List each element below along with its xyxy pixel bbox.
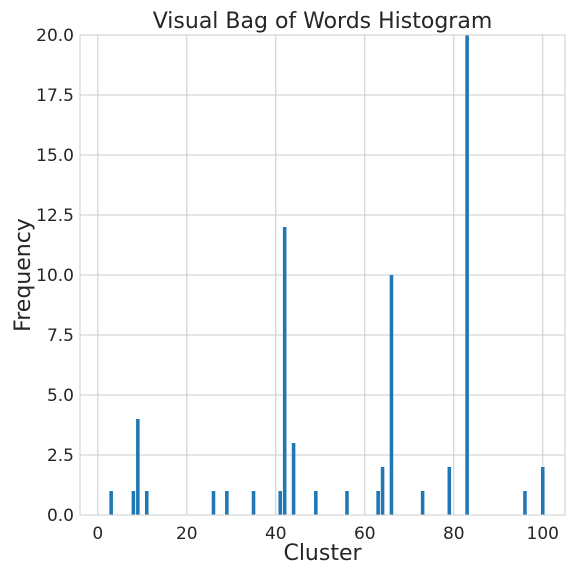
y-tick-label: 5.0	[47, 386, 74, 406]
y-tick-label: 7.5	[47, 326, 74, 346]
x-tick-label: 0	[92, 524, 103, 544]
histogram-bar	[109, 491, 113, 515]
histogram-bar	[211, 491, 216, 515]
tick-labels: 0 20 40 60 80 100 0.0 2.5 5.0 7.5 10.0 12.5 15.0 17.5…	[36, 26, 559, 544]
y-tick-label: 17.5	[36, 86, 74, 106]
histogram-bar	[465, 35, 469, 515]
chart-title: Visual Bag of Words Histogram	[153, 9, 493, 34]
y-tick-label: 12.5	[36, 206, 74, 226]
histogram-bar	[131, 491, 136, 515]
x-axis-label: Cluster	[283, 541, 362, 566]
histogram-bar	[376, 491, 380, 515]
plot-frame	[79, 34, 566, 516]
y-tick-label: 20.0	[36, 26, 74, 46]
y-tick-label: 10.0	[36, 266, 74, 286]
histogram-bar	[278, 491, 283, 515]
grid-layer	[80, 34, 565, 516]
histogram-bar	[291, 443, 296, 515]
x-tick-label: 60	[354, 524, 376, 544]
histogram-bar	[540, 467, 545, 515]
y-tick-label: 2.5	[47, 446, 74, 466]
x-tick-label: 100	[527, 524, 559, 544]
histogram-bar	[345, 491, 349, 515]
histogram-bar	[225, 491, 229, 515]
histogram-bar	[523, 491, 527, 515]
histogram-bar	[251, 491, 256, 515]
histogram-bar	[282, 227, 287, 515]
y-tick-label: 0.0	[47, 506, 74, 526]
x-tick-label: 40	[265, 524, 287, 544]
y-axis-label: Frequency	[11, 218, 36, 332]
histogram-bar	[136, 419, 140, 515]
histogram-bar	[144, 491, 149, 515]
x-tick-label: 80	[443, 524, 465, 544]
histogram-bar	[389, 275, 394, 515]
y-tick-label: 15.0	[36, 146, 74, 166]
bar-layer	[109, 35, 545, 515]
histogram-bar	[314, 491, 318, 515]
histogram-bar	[447, 467, 452, 515]
histogram-bar	[380, 467, 385, 515]
x-tick-label: 20	[176, 524, 198, 544]
histogram-bar	[420, 491, 425, 515]
